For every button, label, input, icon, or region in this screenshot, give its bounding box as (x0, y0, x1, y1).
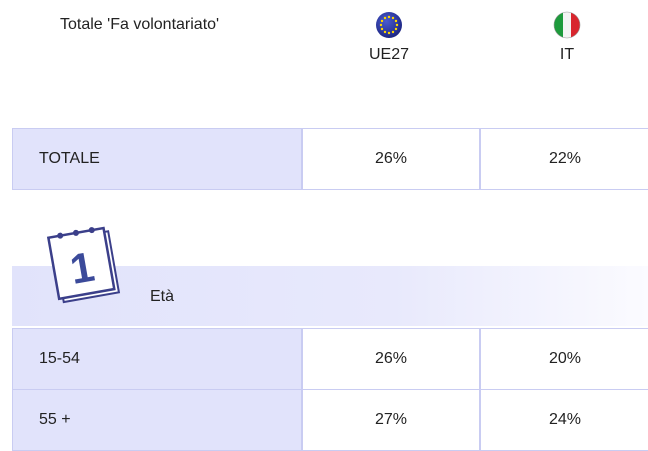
eu-flag (376, 12, 402, 38)
cell: 20% (480, 328, 648, 390)
section-label: Età (150, 288, 175, 305)
row-label: 55 + (12, 389, 302, 451)
header-title: Totale 'Fa volontariato' (60, 16, 220, 33)
cell: 24% (480, 389, 648, 451)
row-label: TOTALE (12, 128, 302, 190)
section-band (12, 266, 648, 326)
calendar-icon: 1 (46, 226, 121, 304)
it-flag (553, 11, 581, 39)
row-label: 15-54 (12, 328, 302, 390)
cell: 26% (302, 128, 480, 190)
cell: 22% (480, 128, 648, 190)
column-header: IT (559, 46, 575, 63)
column-header: UE27 (368, 46, 410, 63)
cell: 27% (302, 389, 480, 451)
cell: 26% (302, 328, 480, 390)
